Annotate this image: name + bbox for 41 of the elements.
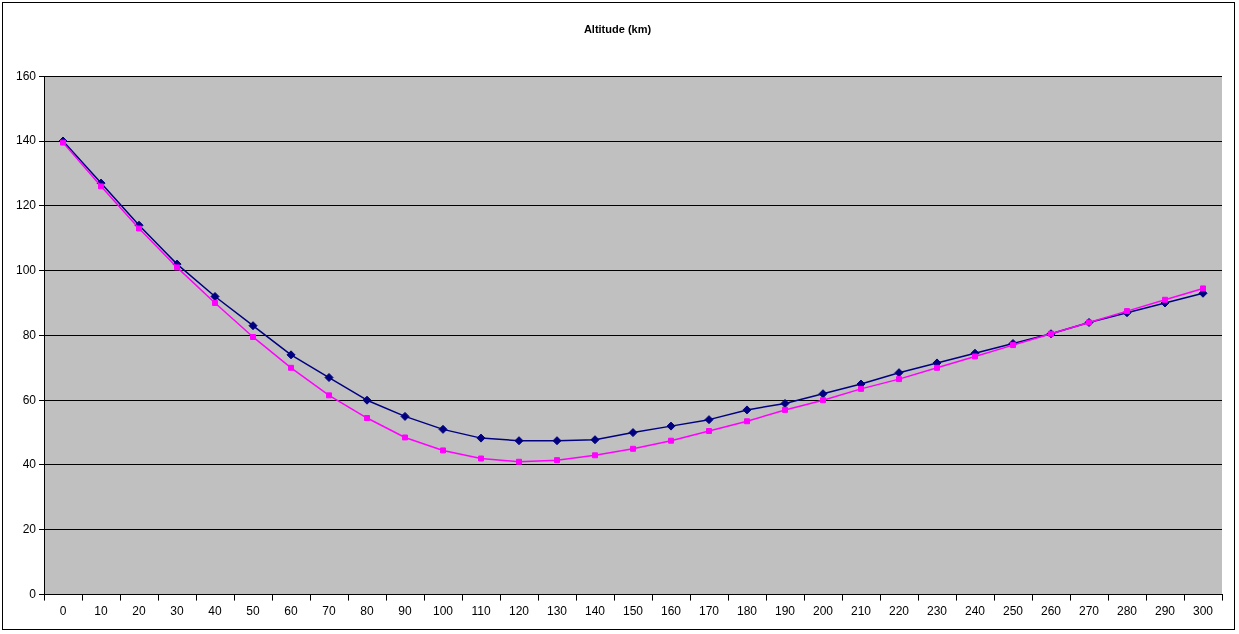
x-tick-label: 10 — [94, 604, 109, 619]
x-tick-label: 30 — [170, 604, 185, 619]
x-tick-label: 70 — [322, 604, 337, 619]
x-tick-label: 270 — [1078, 604, 1100, 619]
y-tick-label: 160 — [15, 68, 37, 83]
x-tick-label: 300 — [1192, 604, 1214, 619]
x-tick-label: 200 — [812, 604, 834, 619]
x-tick-label: 180 — [736, 604, 758, 619]
y-tick-label: 140 — [15, 133, 37, 148]
x-tick-label: 90 — [398, 604, 413, 619]
x-tick-label: 120 — [509, 604, 530, 619]
x-tick-label: 250 — [1002, 604, 1024, 619]
x-tick-label: 150 — [623, 604, 644, 619]
x-tick-label: 220 — [888, 604, 910, 619]
x-tick-label: 60 — [284, 604, 299, 619]
x-tick-label: 100 — [433, 604, 454, 619]
y-tick-label: 120 — [15, 198, 37, 213]
x-tick-label: 140 — [585, 604, 606, 619]
x-tick-label: 50 — [246, 604, 261, 619]
y-tick-label: 100 — [15, 262, 37, 277]
x-tick-label: 260 — [1040, 604, 1062, 619]
chart-title: Altitude (km) — [583, 22, 652, 35]
x-tick-label: 230 — [926, 604, 948, 619]
x-tick-label: 80 — [360, 604, 375, 619]
x-tick-label: 160 — [660, 604, 682, 619]
y-tick-label: 0 — [29, 586, 37, 601]
x-tick-label: 190 — [774, 604, 796, 619]
x-tick-label: 130 — [547, 604, 568, 619]
x-tick-label: 0 — [59, 604, 67, 619]
x-tick-label: 280 — [1116, 604, 1138, 619]
x-tick-label: 290 — [1154, 604, 1176, 619]
x-tick-label: 170 — [698, 604, 720, 619]
y-tick-label: 20 — [22, 522, 37, 537]
y-tick-label: 40 — [22, 457, 37, 472]
x-tick-label: 110 — [471, 604, 491, 619]
y-tick-label: 60 — [22, 392, 37, 407]
y-tick-label: 80 — [22, 327, 37, 342]
x-tick-label: 20 — [132, 604, 147, 619]
x-tick-label: 210 — [850, 604, 872, 619]
x-tick-label: 40 — [208, 604, 223, 619]
x-tick-label: 240 — [964, 604, 986, 619]
